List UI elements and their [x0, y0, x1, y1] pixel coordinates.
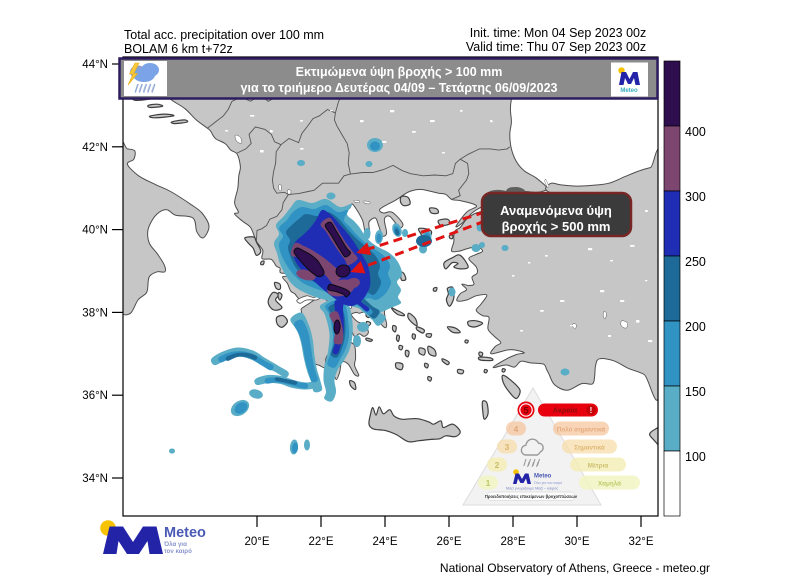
svg-text:Αναμενόμενα ύψη: Αναμενόμενα ύψη — [500, 203, 612, 218]
svg-text:Προειδοποιήσεις επικείμενων βρ: Προειδοποιήσεις επικείμενων βροχοπτώσεων — [485, 494, 578, 499]
svg-text:Χαμηλά: Χαμηλά — [598, 480, 621, 488]
svg-text:National Observatory of Athens: National Observatory of Athens, Greece -… — [440, 561, 710, 575]
svg-text:Total acc. precipitation over: Total acc. precipitation over 100 mm — [124, 28, 324, 42]
svg-text:34°N: 34°N — [82, 473, 108, 485]
svg-text:Meteo: Meteo — [620, 88, 638, 94]
svg-text:30°E: 30°E — [564, 536, 589, 548]
svg-text:Meteo: Meteo — [534, 474, 552, 480]
svg-text:100: 100 — [685, 450, 706, 464]
svg-text:1: 1 — [486, 478, 491, 488]
svg-text:Meteo: Meteo — [164, 525, 206, 541]
svg-text:3: 3 — [505, 442, 510, 452]
svg-text:Σημαντικά: Σημαντικά — [574, 445, 605, 452]
svg-text:20°E: 20°E — [244, 536, 269, 548]
svg-text:Init. time: Mon 04 Sep 2023 00: Init. time: Mon 04 Sep 2023 00z — [470, 26, 647, 40]
svg-text:4: 4 — [514, 424, 519, 434]
svg-text:βροχής > 500 mm: βροχής > 500 mm — [502, 219, 611, 234]
svg-text:Μαζί γνωρίζουμε Μαζί – καιρός: Μαζί γνωρίζουμε Μαζί – καιρός — [506, 487, 558, 491]
svg-text:32°E: 32°E — [628, 536, 653, 548]
svg-text:300: 300 — [685, 190, 706, 204]
svg-text:28°E: 28°E — [500, 536, 525, 548]
svg-text:για το τριήμερο Δευτέρας 04/09: για το τριήμερο Δευτέρας 04/09 – Τετάρτη… — [241, 81, 558, 95]
svg-text:Ακραία: Ακραία — [553, 406, 578, 415]
svg-text:26°E: 26°E — [436, 536, 461, 548]
svg-text:150: 150 — [685, 385, 706, 399]
svg-text:250: 250 — [685, 255, 706, 269]
svg-text:τον καιρό: τον καιρό — [164, 548, 192, 555]
svg-text:BOLAM 6 km t+72z: BOLAM 6 km t+72z — [124, 42, 233, 56]
svg-text:Εκτιμώμενα ύψη βροχής > 100 mm: Εκτιμώμενα ύψη βροχής > 100 mm — [296, 65, 503, 79]
svg-text:44°N: 44°N — [82, 59, 108, 71]
svg-text:Valid time: Thu 07 Sep 2023 00: Valid time: Thu 07 Sep 2023 00z — [466, 40, 646, 54]
svg-text:Πολύ σημαντικά: Πολύ σημαντικά — [557, 426, 605, 434]
svg-text:40°N: 40°N — [82, 225, 108, 237]
svg-text:2: 2 — [495, 460, 500, 470]
svg-text:Όλα για τον καιρό: Όλα για τον καιρό — [533, 481, 562, 485]
svg-text:22°E: 22°E — [308, 536, 333, 548]
svg-text:42°N: 42°N — [82, 142, 108, 154]
svg-text:36°N: 36°N — [82, 390, 108, 402]
svg-text:400: 400 — [685, 125, 706, 139]
svg-text:!: ! — [590, 406, 593, 415]
svg-text:200: 200 — [685, 320, 706, 334]
svg-text:Μέτρια: Μέτρια — [588, 463, 609, 470]
svg-text:38°N: 38°N — [82, 307, 108, 319]
svg-text:24°E: 24°E — [372, 536, 397, 548]
svg-text:5: 5 — [523, 406, 528, 416]
svg-text:Όλα για: Όλα για — [163, 541, 187, 548]
